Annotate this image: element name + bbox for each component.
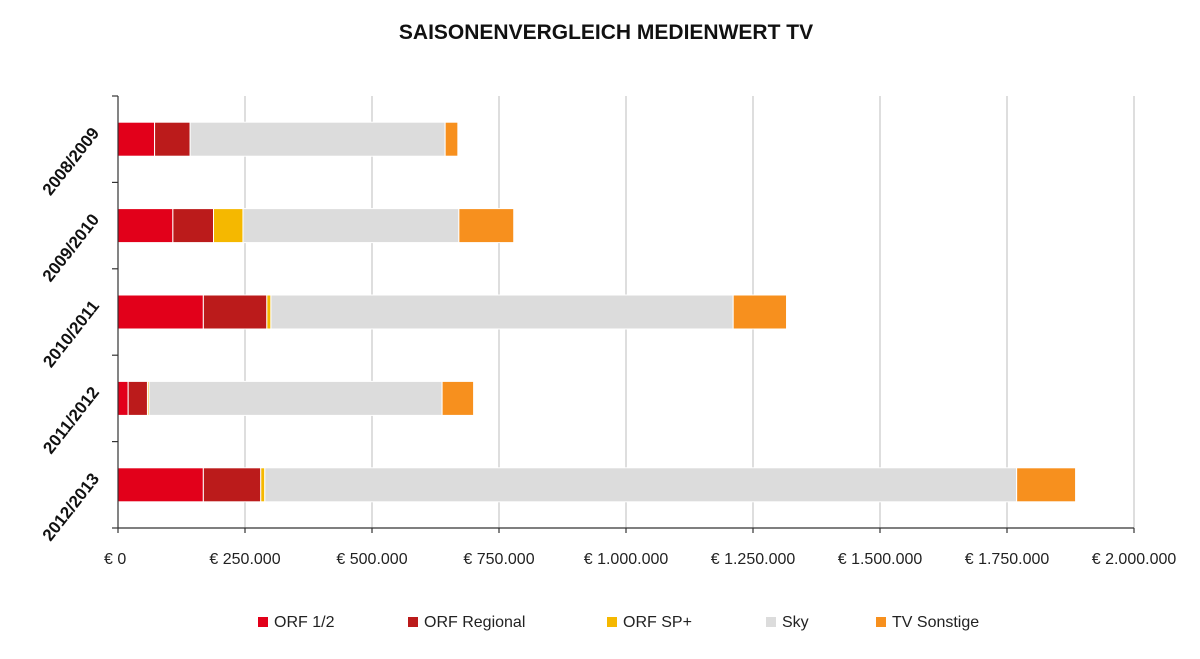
y-category-labels: 2008/2009 2009/2010 2010/2011 2011/2012 2012… [39,124,103,545]
bar-segment [266,294,272,330]
bars [117,121,1077,503]
x-tick-label: € 1.000.000 [584,551,669,568]
bar-segment [117,294,204,330]
y-category-label: 2008/2009 [39,124,103,199]
x-tick-label: € 1.500.000 [838,551,923,568]
y-category-label: 2012/2013 [39,470,103,545]
bar-segment [242,208,460,244]
bar-segment [172,208,215,244]
legend: ORF 1/2 ORF Regional ORF SP+ Sky TV Sonstige [258,614,979,631]
bar-segment [444,121,459,157]
bar-segment [202,467,262,503]
x-tick-label: € 0 [104,551,126,568]
y-category-label: 2011/2012 [39,383,103,457]
bar-segment [117,208,174,244]
legend-label: ORF 1/2 [274,614,335,631]
legend-swatch [258,617,268,627]
x-tick-label: € 2.000.000 [1092,551,1177,568]
bar-segment [264,467,1018,503]
chart-title: SAISONENVERGLEICH MEDIENWERT TV [399,21,813,44]
bar-segment [154,121,191,157]
bar-segment [213,208,244,244]
y-category-label: 2010/2011 [39,297,103,371]
bar-segment [260,467,266,503]
bar-segment [270,294,734,330]
legend-label: ORF Regional [424,614,525,631]
legend-swatch [408,617,418,627]
bar-segment [117,380,129,416]
x-tick-label: € 750.000 [463,551,534,568]
bar-segment [189,121,446,157]
bar-segment [127,380,148,416]
legend-swatch [876,617,886,627]
legend-swatch [607,617,617,627]
x-tick-label: € 1.250.000 [711,551,796,568]
bar-segment [732,294,788,330]
x-tick-labels: € 0 € 250.000 € 500.000 € 750.000 € 1.000.00… [104,551,1176,568]
bar-segment [117,467,204,503]
x-tick-label: € 250.000 [209,551,280,568]
legend-label: ORF SP+ [623,614,692,631]
bar-segment [1016,467,1077,503]
bar-segment [458,208,515,244]
bar-segment [148,380,443,416]
bar-segment [441,380,475,416]
legend-label: Sky [782,614,809,631]
legend-label: TV Sonstige [892,614,979,631]
x-tick-label: € 1.750.000 [965,551,1050,568]
axes [112,95,1135,533]
legend-swatch [766,617,776,627]
bar-segment [117,121,156,157]
x-tick-label: € 500.000 [336,551,407,568]
bar-segment [202,294,268,330]
y-category-label: 2009/2010 [39,210,103,285]
